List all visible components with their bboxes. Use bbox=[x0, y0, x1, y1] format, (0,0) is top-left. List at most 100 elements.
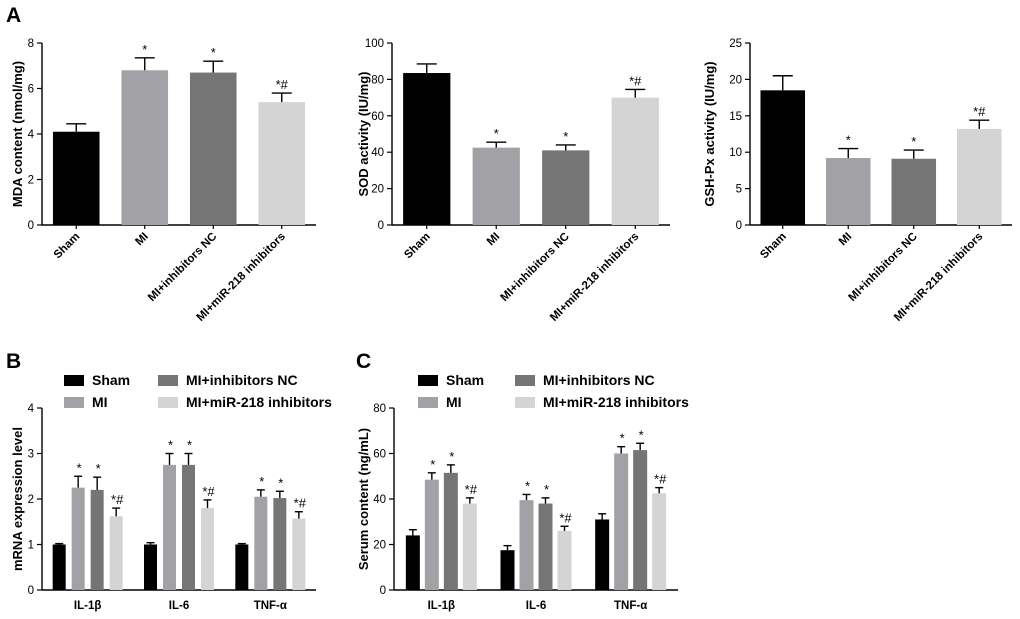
significance-label: * bbox=[563, 129, 568, 144]
significance-label: *# bbox=[294, 496, 307, 511]
significance-label: * bbox=[525, 478, 530, 493]
bar-mi-inhibitors-nc bbox=[538, 503, 553, 590]
y-tick-label: 20 bbox=[729, 74, 742, 86]
significance-label: *# bbox=[465, 482, 478, 497]
y-tick-label: 0 bbox=[28, 585, 34, 597]
y-tick-label: 4 bbox=[28, 403, 35, 415]
panel-label-b: B bbox=[6, 350, 21, 373]
x-tick-label: MI bbox=[133, 231, 151, 249]
bar-sham bbox=[405, 535, 420, 590]
significance-label: * bbox=[911, 134, 916, 149]
legend-label: MI bbox=[92, 394, 108, 410]
bar-mi-mir-218-inhibitors bbox=[109, 516, 123, 590]
y-axis-title: MDA content (nmol/mg) bbox=[10, 61, 25, 207]
bar-mi bbox=[472, 147, 520, 225]
bar-sham bbox=[52, 544, 66, 590]
significance-label: *# bbox=[276, 77, 289, 92]
significance-label: * bbox=[77, 460, 82, 475]
legend-label: MI+inhibitors NC bbox=[186, 372, 298, 388]
significance-label: *# bbox=[654, 472, 667, 487]
legend-label: Sham bbox=[446, 372, 484, 388]
significance-label: * bbox=[544, 482, 549, 497]
y-axis-title: GSH-Px activity (IU/mg) bbox=[702, 61, 717, 206]
bar-mi bbox=[519, 500, 534, 590]
x-tick-label: Sham bbox=[52, 231, 83, 262]
significance-label: * bbox=[449, 449, 454, 464]
legend-label: MI+miR-218 inhibitors bbox=[186, 394, 332, 410]
y-axis-title: SOD activity (IU/mg) bbox=[356, 72, 371, 197]
bar-sham bbox=[760, 90, 806, 225]
bar-mi-inhibitors-nc bbox=[542, 150, 590, 225]
legend-swatch-mi-inhibitors-nc bbox=[158, 375, 178, 386]
y-tick-label: 0 bbox=[28, 220, 34, 232]
y-tick-label: 2 bbox=[28, 175, 34, 187]
significance-label: * bbox=[639, 427, 644, 442]
bar-mi-inhibitors-nc bbox=[182, 464, 195, 590]
significance-label: * bbox=[142, 42, 147, 57]
significance-label: *# bbox=[559, 510, 572, 525]
x-tick-label: IL-1β bbox=[74, 600, 101, 612]
significance-label: * bbox=[187, 438, 192, 453]
y-tick-label: 8 bbox=[28, 38, 34, 50]
x-tick-label: TNF-α bbox=[254, 600, 287, 612]
significance-label: * bbox=[211, 45, 216, 60]
significance-label: *# bbox=[973, 104, 986, 119]
bar-mi-mir-218-inhibitors bbox=[292, 518, 306, 590]
x-tick-label: MI+inhibitors NC bbox=[499, 231, 572, 304]
bar-mi-inhibitors-nc bbox=[189, 72, 237, 225]
legend-swatch-sham bbox=[64, 375, 84, 386]
y-tick-label: 6 bbox=[28, 84, 34, 96]
bar-sham bbox=[403, 73, 451, 225]
bar-mi-mir-218-inhibitors bbox=[611, 97, 659, 225]
x-tick-label: MI bbox=[485, 231, 503, 249]
legend-swatch-mi bbox=[64, 397, 84, 408]
bar-mi bbox=[71, 487, 85, 590]
y-tick-label: 40 bbox=[373, 494, 386, 506]
bar-mi-mir-218-inhibitors bbox=[258, 102, 306, 225]
bar-sham bbox=[52, 131, 100, 225]
y-tick-label: 20 bbox=[371, 184, 384, 196]
y-tick-label: 60 bbox=[373, 449, 386, 461]
bar-mi bbox=[614, 453, 629, 590]
y-tick-label: 25 bbox=[729, 38, 742, 50]
legend-swatch-mi bbox=[418, 397, 438, 408]
bar-mi-inhibitors-nc bbox=[633, 450, 648, 590]
bar-mi-mir-218-inhibitors bbox=[652, 493, 667, 590]
legend-swatch-mi-mir-218-inhibitors bbox=[158, 397, 178, 408]
significance-label: * bbox=[430, 457, 435, 472]
bar-mi-mir-218-inhibitors bbox=[557, 530, 572, 590]
significance-label: *# bbox=[629, 73, 642, 88]
x-tick-label: IL-6 bbox=[526, 600, 546, 612]
x-tick-label: MI bbox=[837, 231, 855, 249]
significance-label: * bbox=[620, 431, 625, 446]
chart-sod-activity: 0 20 40 60 80 100 SOD activity (IU/mg) Sham * MI *… bbox=[356, 38, 670, 324]
y-tick-label: 20 bbox=[373, 540, 386, 552]
y-tick-label: 15 bbox=[729, 111, 742, 123]
legend-label: MI+inhibitors NC bbox=[543, 372, 655, 388]
y-axis-title: Serum content (ng/mL) bbox=[356, 428, 371, 570]
bar-sham bbox=[235, 544, 249, 590]
significance-label: *# bbox=[111, 492, 124, 507]
legend-label: MI+miR-218 inhibitors bbox=[543, 394, 689, 410]
legend-swatch-mi-inhibitors-nc bbox=[515, 375, 535, 386]
significance-label: * bbox=[846, 133, 851, 148]
significance-label: * bbox=[278, 475, 283, 490]
panel-label-c: C bbox=[356, 350, 371, 373]
panel-label-a: A bbox=[6, 4, 21, 27]
x-tick-label: Sham bbox=[758, 231, 789, 262]
significance-label: * bbox=[494, 126, 499, 141]
y-tick-label: 60 bbox=[371, 111, 384, 123]
y-tick-label: 80 bbox=[373, 403, 386, 415]
bar-mi bbox=[424, 479, 439, 590]
y-tick-label: 5 bbox=[736, 184, 742, 196]
y-tick-label: 2 bbox=[28, 494, 34, 506]
x-tick-label: MI+inhibitors NC bbox=[146, 231, 219, 304]
y-axis-title: mRNA expression level bbox=[10, 427, 25, 571]
y-tick-label: 4 bbox=[28, 129, 35, 141]
bar-mi-inhibitors-nc bbox=[273, 498, 287, 590]
y-tick-label: 10 bbox=[729, 147, 742, 159]
y-tick-label: 40 bbox=[371, 147, 384, 159]
x-tick-label: MI+inhibitors NC bbox=[847, 231, 920, 304]
